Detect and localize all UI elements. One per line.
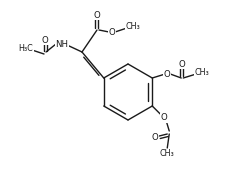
Text: O: O: [42, 35, 48, 44]
Text: O: O: [93, 10, 100, 19]
Text: O: O: [178, 60, 185, 69]
Text: CH₃: CH₃: [126, 21, 140, 30]
Text: H₃C: H₃C: [19, 44, 33, 53]
Text: O: O: [152, 132, 159, 141]
Text: O: O: [164, 69, 171, 78]
Text: NH: NH: [55, 39, 69, 48]
Text: CH₃: CH₃: [160, 150, 175, 159]
Text: O: O: [161, 114, 168, 123]
Text: CH₃: CH₃: [195, 68, 210, 76]
Text: O: O: [109, 28, 115, 37]
